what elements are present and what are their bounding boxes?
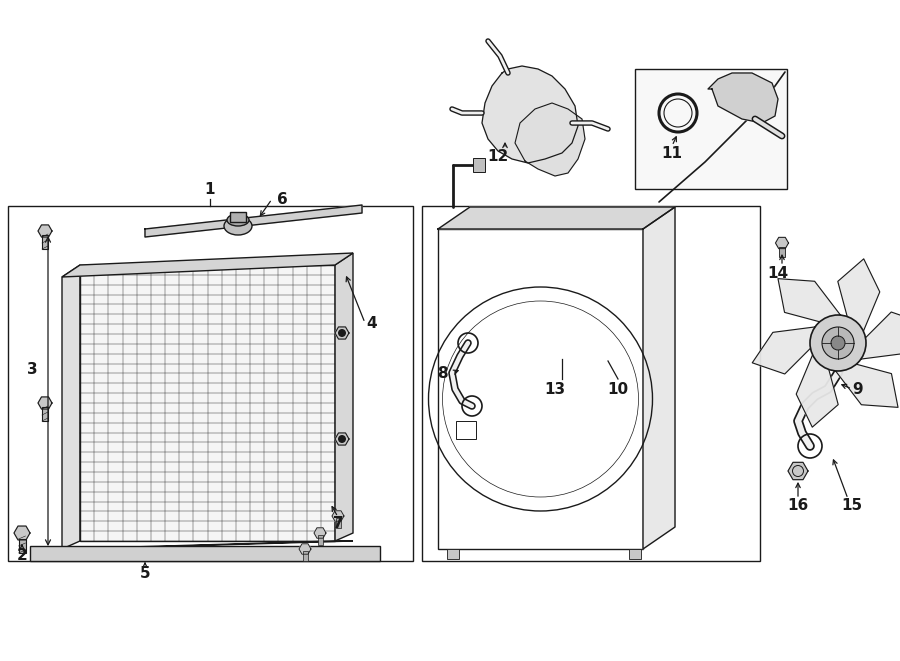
Text: 16: 16: [788, 498, 808, 514]
Polygon shape: [314, 527, 326, 538]
Polygon shape: [14, 526, 30, 540]
Text: 13: 13: [544, 381, 565, 397]
Text: 11: 11: [662, 145, 682, 161]
Polygon shape: [643, 207, 675, 549]
Polygon shape: [62, 265, 80, 549]
Bar: [635, 69, 787, 189]
Polygon shape: [335, 253, 353, 541]
Bar: [302, 551, 308, 561]
Polygon shape: [62, 253, 353, 277]
Text: 9: 9: [852, 381, 863, 397]
Polygon shape: [515, 103, 585, 176]
Polygon shape: [796, 355, 838, 427]
Circle shape: [831, 336, 845, 350]
Polygon shape: [861, 312, 900, 359]
Polygon shape: [776, 237, 788, 249]
Bar: [30, 546, 380, 561]
Text: 6: 6: [276, 192, 287, 206]
Bar: [80, 265, 335, 541]
Bar: [456, 421, 476, 439]
Circle shape: [338, 435, 346, 443]
Polygon shape: [752, 327, 815, 374]
Bar: [19, 539, 25, 553]
Text: 15: 15: [842, 498, 862, 514]
Polygon shape: [838, 259, 880, 331]
Polygon shape: [708, 73, 778, 123]
Bar: [8, 206, 413, 561]
Polygon shape: [299, 544, 311, 554]
Text: 4: 4: [366, 315, 377, 330]
Polygon shape: [835, 364, 898, 407]
Circle shape: [822, 327, 854, 359]
Text: 12: 12: [488, 149, 508, 163]
Polygon shape: [38, 397, 52, 409]
Bar: [473, 158, 485, 172]
Text: 1: 1: [205, 182, 215, 196]
Text: 7: 7: [333, 516, 343, 531]
Text: 5: 5: [140, 566, 150, 580]
Text: 8: 8: [436, 366, 447, 381]
Polygon shape: [335, 327, 349, 339]
Bar: [336, 518, 340, 528]
Text: 2: 2: [16, 549, 27, 563]
Polygon shape: [482, 66, 578, 163]
Text: 10: 10: [608, 381, 628, 397]
Polygon shape: [62, 541, 353, 557]
Text: 14: 14: [768, 266, 788, 280]
Polygon shape: [778, 279, 841, 322]
Bar: [318, 535, 322, 545]
Bar: [779, 247, 785, 257]
Polygon shape: [335, 433, 349, 445]
Bar: [447, 549, 459, 559]
Bar: [629, 549, 641, 559]
Bar: [422, 206, 760, 561]
Circle shape: [810, 315, 866, 371]
Polygon shape: [38, 225, 52, 237]
Polygon shape: [332, 511, 344, 521]
Ellipse shape: [227, 214, 249, 226]
Polygon shape: [788, 462, 808, 480]
Bar: [42, 407, 48, 421]
Text: 3: 3: [27, 362, 37, 377]
Bar: [438, 229, 643, 549]
Ellipse shape: [224, 217, 252, 235]
Polygon shape: [438, 207, 675, 229]
Bar: [230, 212, 246, 222]
Bar: [42, 235, 48, 249]
Circle shape: [338, 329, 346, 337]
Polygon shape: [145, 205, 362, 237]
